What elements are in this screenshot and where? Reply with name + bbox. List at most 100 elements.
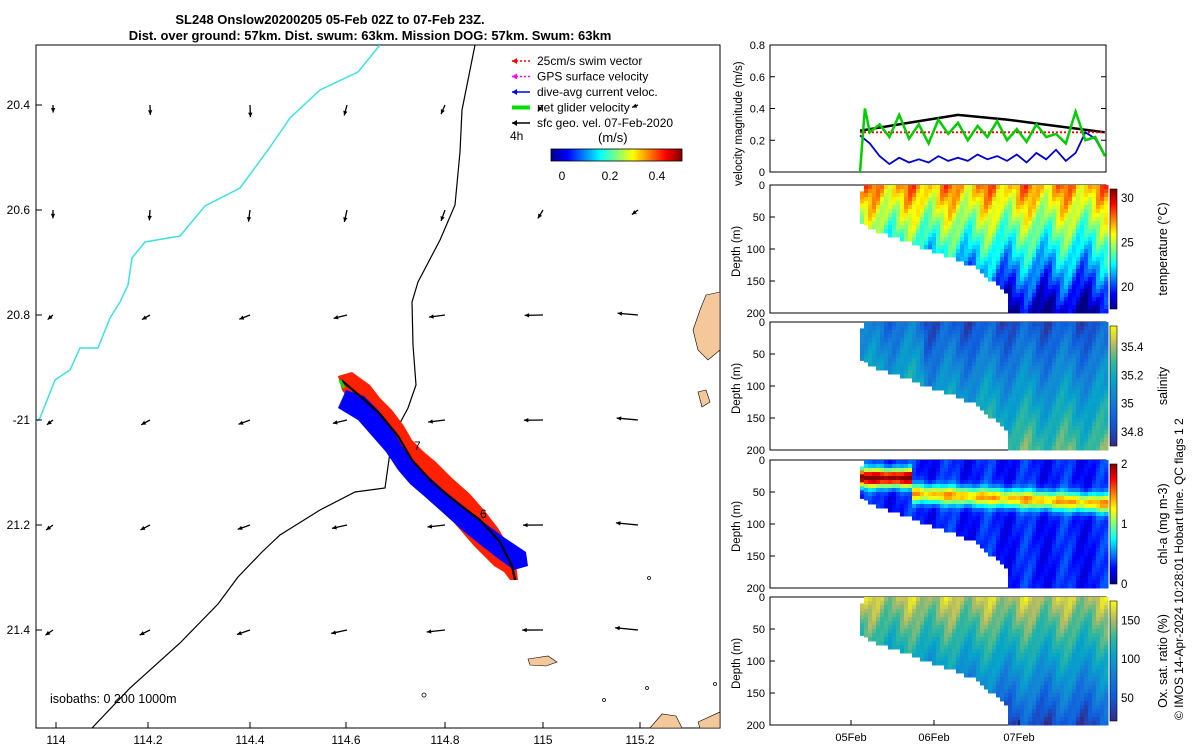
section-cell [1040,398,1045,403]
section-cell [964,621,969,626]
section-cell [1056,540,1061,545]
section-cell [1048,520,1053,525]
section-cell [1024,394,1029,399]
section-cell [936,597,941,602]
section-cell [952,645,957,650]
velocity-series-line [859,130,1106,166]
section-cell [1012,342,1017,347]
section-cell [888,645,893,650]
section-cell [860,219,865,224]
section-cell [952,625,957,630]
section-cell [1004,342,1009,347]
section-cell [912,193,917,198]
section-cell [1020,289,1025,294]
section-cell [1068,269,1073,274]
section-cell [948,225,953,230]
section-cell [976,257,981,262]
section-cell [1028,362,1033,367]
section-cell [960,597,965,602]
section-cell [960,508,965,513]
section-cell [996,189,1001,194]
section-cell [1032,472,1037,477]
section-cell [1008,221,1013,226]
section-cell [932,625,937,630]
section-cell [1004,213,1009,218]
section-cell [1012,269,1017,274]
section-cell [1008,229,1013,234]
section-cell [1028,229,1033,234]
section-cell [1076,197,1081,202]
section-cell [960,241,965,246]
section-cell [1028,382,1033,387]
section-cell [880,464,885,469]
section-cell [1048,548,1053,553]
section-cell [1068,556,1073,561]
section-cell [1092,382,1097,387]
section-cell [1056,516,1061,521]
section-cell [864,350,869,355]
section-cell [1020,358,1025,363]
section-cell [956,326,961,331]
section-cell [1064,560,1069,565]
section-cell [1028,338,1033,343]
section-cell [1020,468,1025,473]
section-cell [1096,233,1101,238]
section-cell [968,520,973,525]
section-cell [1024,464,1029,469]
section-cell [956,221,961,226]
section-cell [1012,233,1017,238]
section-cell [988,390,993,395]
section-cell [976,197,981,202]
section-cell [1048,189,1053,194]
section-cell [1068,548,1073,553]
section-cell [1104,378,1109,383]
section-cell [976,468,981,473]
section-cell [1048,460,1053,465]
section-cell [964,249,969,254]
section-cell [1104,572,1109,577]
section-cell [1044,261,1049,266]
section-cell [928,484,933,489]
section-cell [888,217,893,222]
section-cell [1012,301,1017,306]
section-cell [1104,334,1109,339]
section-cell [976,484,981,489]
section-cell [1024,504,1029,509]
section-cell [940,249,945,254]
section-cell [1016,472,1021,477]
section-cell [956,508,961,513]
section-cell [1008,261,1013,266]
section-cell [884,217,889,222]
section-cell [880,621,885,626]
section-cell [1016,285,1021,290]
section-cell [1028,378,1033,383]
section-cell [900,488,905,493]
section-cell [1056,414,1061,419]
section-cell [976,532,981,537]
section-cell [988,370,993,375]
section-cell [904,629,909,634]
section-cell [1088,189,1093,194]
section-cell [1092,584,1097,589]
section-cell [900,374,905,379]
section-cell [924,225,929,230]
section-cell [1036,309,1041,314]
section-cell [884,597,889,602]
section-cell [1088,544,1093,549]
section-cell [1096,354,1101,359]
section-cell [924,370,929,375]
colorbar-tick-label: 30 [1121,193,1134,205]
section-cell [1072,366,1077,371]
section-cell [1048,556,1053,561]
section-cell [1060,584,1065,589]
section-cell [956,233,961,238]
section-cell [1048,301,1053,306]
section-cell [976,512,981,517]
section-cell [1088,293,1093,298]
section-cell [952,233,957,238]
section-cell [948,354,953,359]
section-cell [1060,322,1065,327]
section-cell [1028,418,1033,423]
section-cell [984,496,989,501]
section-cell [996,540,1001,545]
